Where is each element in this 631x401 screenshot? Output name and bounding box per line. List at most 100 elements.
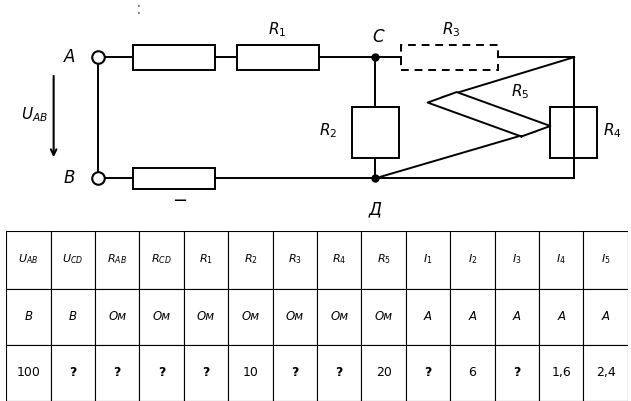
Text: $R_1$: $R_1$ bbox=[199, 253, 213, 266]
Text: ?: ? bbox=[425, 367, 432, 379]
Text: $R_{AB}$: $R_{AB}$ bbox=[107, 253, 127, 266]
Text: $R_3$: $R_3$ bbox=[442, 20, 461, 39]
Text: $U_{AB}$: $U_{AB}$ bbox=[21, 105, 48, 124]
Text: $I_2$: $I_2$ bbox=[468, 253, 477, 266]
Text: $U_{CD}$: $U_{CD}$ bbox=[62, 253, 83, 266]
Text: :: : bbox=[136, 0, 142, 18]
Bar bbox=[317, 289, 362, 345]
Text: A: A bbox=[601, 310, 610, 323]
Text: Ом: Ом bbox=[197, 310, 215, 323]
Text: $I_4$: $I_4$ bbox=[557, 253, 566, 266]
Text: $R_4$: $R_4$ bbox=[332, 253, 346, 266]
Bar bbox=[539, 289, 584, 345]
Text: $B$: $B$ bbox=[63, 169, 76, 187]
Bar bbox=[50, 231, 95, 289]
Text: $R_{CD}$: $R_{CD}$ bbox=[151, 253, 172, 266]
Text: A: A bbox=[557, 310, 565, 323]
Bar bbox=[237, 45, 319, 70]
Bar bbox=[317, 231, 362, 289]
Bar bbox=[184, 289, 228, 345]
Text: Ом: Ом bbox=[330, 310, 348, 323]
Text: A: A bbox=[424, 310, 432, 323]
Text: $Д$: $Д$ bbox=[368, 201, 383, 221]
Bar bbox=[228, 345, 273, 401]
Text: Ом: Ом bbox=[375, 310, 392, 323]
Bar bbox=[50, 289, 95, 345]
Text: 100: 100 bbox=[16, 367, 40, 379]
Bar bbox=[352, 107, 399, 158]
Text: A: A bbox=[513, 310, 521, 323]
Text: 20: 20 bbox=[375, 367, 392, 379]
Text: 1,6: 1,6 bbox=[551, 367, 571, 379]
Bar bbox=[539, 231, 584, 289]
Text: Ом: Ом bbox=[286, 310, 304, 323]
Bar bbox=[495, 289, 539, 345]
Bar bbox=[133, 168, 215, 188]
Bar bbox=[584, 289, 628, 345]
Bar bbox=[95, 289, 139, 345]
Bar bbox=[495, 231, 539, 289]
Text: 2,4: 2,4 bbox=[596, 367, 615, 379]
Bar bbox=[451, 289, 495, 345]
Text: $I_1$: $I_1$ bbox=[423, 253, 433, 266]
Bar bbox=[6, 231, 50, 289]
Text: $A$: $A$ bbox=[62, 48, 76, 66]
Text: ?: ? bbox=[291, 367, 298, 379]
Polygon shape bbox=[428, 92, 550, 136]
Bar bbox=[362, 345, 406, 401]
Text: $R_4$: $R_4$ bbox=[603, 121, 622, 140]
Bar bbox=[133, 45, 215, 70]
Bar bbox=[362, 231, 406, 289]
Bar bbox=[184, 231, 228, 289]
Bar bbox=[362, 289, 406, 345]
Bar bbox=[584, 345, 628, 401]
Bar bbox=[139, 345, 184, 401]
Bar bbox=[6, 345, 50, 401]
Bar bbox=[228, 231, 273, 289]
Bar bbox=[495, 345, 539, 401]
Bar bbox=[406, 231, 451, 289]
Text: B: B bbox=[69, 310, 77, 323]
Bar bbox=[50, 345, 95, 401]
Bar bbox=[584, 231, 628, 289]
Bar bbox=[184, 345, 228, 401]
Bar bbox=[406, 289, 451, 345]
Bar bbox=[273, 231, 317, 289]
Text: $R_5$: $R_5$ bbox=[511, 82, 529, 101]
Bar bbox=[95, 345, 139, 401]
Bar bbox=[139, 289, 184, 345]
Text: $-$: $-$ bbox=[172, 190, 187, 208]
Bar bbox=[139, 231, 184, 289]
Text: Ом: Ом bbox=[109, 310, 126, 323]
Text: Ом: Ом bbox=[242, 310, 259, 323]
Bar bbox=[406, 345, 451, 401]
Text: $U_{AB}$: $U_{AB}$ bbox=[18, 253, 38, 266]
Text: A: A bbox=[468, 310, 476, 323]
Text: ?: ? bbox=[114, 367, 121, 379]
Text: $R_5$: $R_5$ bbox=[377, 253, 391, 266]
Text: B: B bbox=[25, 310, 33, 323]
Text: ?: ? bbox=[203, 367, 209, 379]
Text: Ом: Ом bbox=[153, 310, 171, 323]
Text: $C$: $C$ bbox=[372, 28, 386, 46]
Text: 6: 6 bbox=[469, 367, 476, 379]
Bar bbox=[451, 231, 495, 289]
Text: ?: ? bbox=[158, 367, 165, 379]
Text: ?: ? bbox=[336, 367, 343, 379]
Bar bbox=[317, 345, 362, 401]
Text: $I_5$: $I_5$ bbox=[601, 253, 610, 266]
Text: ?: ? bbox=[69, 367, 76, 379]
Bar bbox=[228, 289, 273, 345]
Bar bbox=[95, 231, 139, 289]
Bar bbox=[539, 345, 584, 401]
Text: ?: ? bbox=[513, 367, 521, 379]
Text: $R_2$: $R_2$ bbox=[244, 253, 257, 266]
Text: 10: 10 bbox=[242, 367, 259, 379]
Bar bbox=[273, 345, 317, 401]
Bar bbox=[273, 289, 317, 345]
Text: $R_2$: $R_2$ bbox=[319, 121, 338, 140]
Bar bbox=[550, 107, 597, 158]
Text: $R_1$: $R_1$ bbox=[268, 20, 287, 39]
Bar bbox=[6, 289, 50, 345]
Bar bbox=[401, 45, 498, 70]
